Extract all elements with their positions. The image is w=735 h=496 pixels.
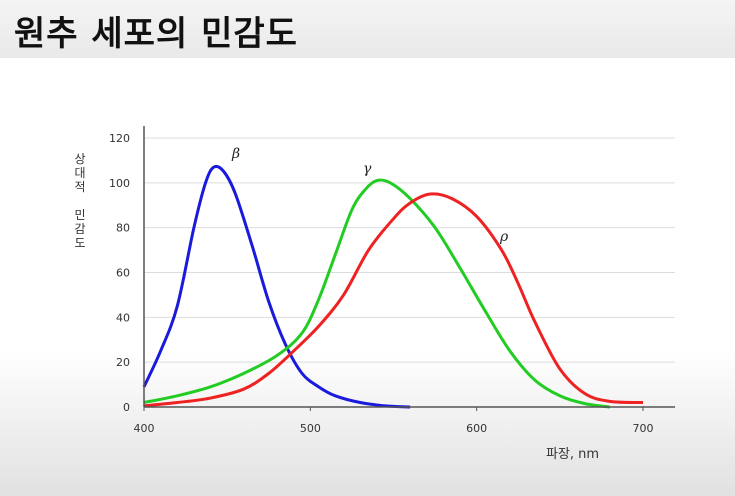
y-tick-label: 60	[116, 267, 130, 280]
series-line	[142, 164, 411, 409]
axes	[143, 126, 675, 408]
x-axis-title: 파장, nm	[546, 447, 600, 462]
series-labels: β γ ρ	[231, 146, 509, 245]
y-tick-label: 120	[109, 132, 130, 145]
series-label: ρ	[499, 229, 509, 245]
x-tick-label: 700	[633, 422, 654, 435]
y-tick-label: 40	[116, 311, 130, 324]
x-tick-label: 400	[134, 422, 155, 435]
y-tick-label: 20	[116, 356, 130, 369]
y-tick-label: 80	[116, 222, 130, 235]
x-tick-label: 600	[466, 422, 487, 435]
y-tick-label: 100	[109, 177, 130, 190]
bottom-shade	[0, 350, 735, 496]
tick-labels: 0 20 40 60 80 100 120 400 500 600 700	[109, 132, 654, 435]
series-line	[143, 178, 610, 409]
title-bar: 원추 세포의 민감도	[0, 0, 735, 58]
grid-lines	[144, 137, 675, 363]
series-lines	[142, 164, 644, 409]
page-title: 원추 세포의 민감도	[14, 14, 298, 54]
series-label: β	[231, 146, 240, 162]
y-tick-label: 0	[123, 401, 130, 414]
y-axis-title: 상 대 적 민 감 도	[74, 152, 86, 250]
series-line	[143, 192, 644, 408]
series-label: γ	[363, 161, 372, 177]
x-tick-label: 500	[300, 422, 321, 435]
